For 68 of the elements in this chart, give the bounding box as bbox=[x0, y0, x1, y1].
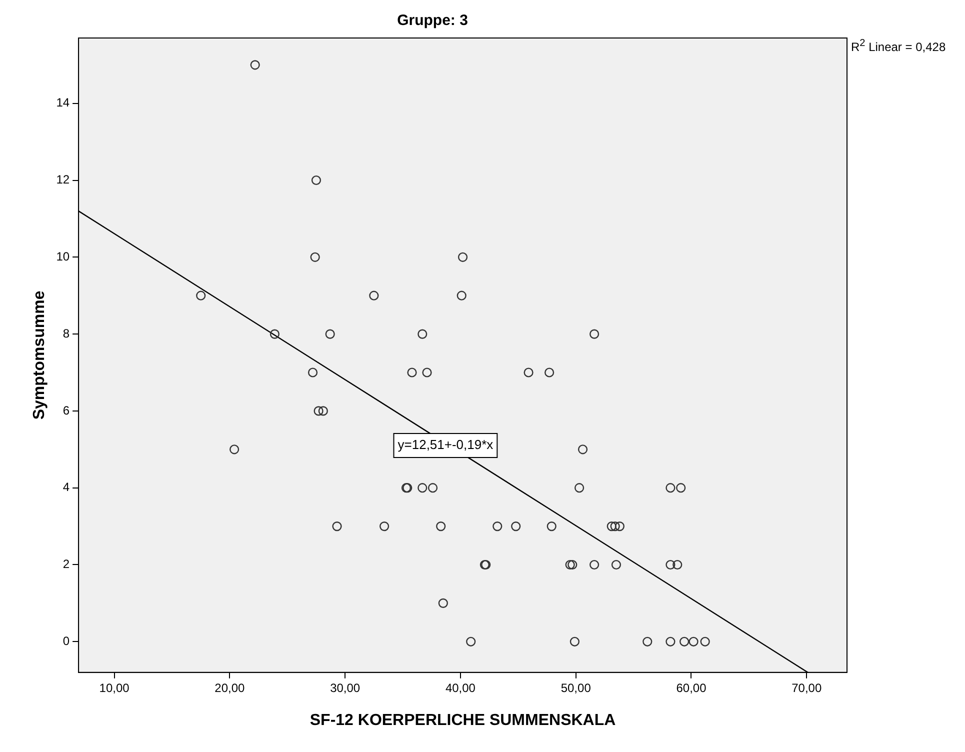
y-tick-label: 6 bbox=[62, 403, 70, 418]
y-tick-label: 2 bbox=[62, 557, 70, 572]
chart-title: Gruppe: 3 bbox=[397, 12, 468, 30]
point bbox=[524, 368, 534, 378]
point bbox=[574, 483, 584, 493]
x-tick-label: 50,00 bbox=[560, 680, 592, 695]
point bbox=[666, 636, 676, 646]
point bbox=[680, 636, 690, 646]
point bbox=[318, 406, 328, 416]
point bbox=[700, 636, 710, 646]
point bbox=[422, 368, 432, 378]
point bbox=[332, 521, 342, 532]
y-tick-label: 4 bbox=[62, 480, 70, 494]
x-tick-label: 10,00 bbox=[99, 680, 130, 695]
point bbox=[456, 290, 466, 300]
point bbox=[314, 406, 324, 416]
point bbox=[590, 329, 600, 339]
point bbox=[407, 368, 417, 378]
point bbox=[250, 60, 260, 70]
y-tick-label: 14 bbox=[56, 96, 70, 110]
point bbox=[436, 521, 446, 532]
point bbox=[310, 252, 320, 262]
point bbox=[325, 329, 335, 339]
point bbox=[590, 560, 600, 570]
x-tick-label: 20,00 bbox=[214, 680, 246, 695]
y-tick-label: 10 bbox=[56, 249, 70, 264]
x-tick-label: 70,00 bbox=[792, 680, 822, 695]
point bbox=[606, 521, 616, 532]
point bbox=[196, 290, 206, 300]
point bbox=[270, 329, 280, 339]
point bbox=[642, 636, 652, 646]
point bbox=[546, 521, 556, 532]
point bbox=[676, 483, 686, 493]
point bbox=[466, 636, 476, 646]
x-tick-label: 60,00 bbox=[676, 680, 707, 695]
point bbox=[688, 636, 698, 646]
x-tick-label: 30,00 bbox=[330, 680, 360, 695]
annotation: y=12,51+-0,19*x bbox=[398, 437, 494, 452]
point bbox=[511, 521, 521, 532]
point bbox=[311, 175, 322, 186]
point bbox=[418, 329, 428, 339]
y-tick-label: 8 bbox=[62, 326, 70, 340]
y-tick-label: 12 bbox=[56, 172, 70, 187]
y-tick-label: 0 bbox=[62, 634, 70, 648]
point bbox=[672, 560, 682, 570]
point bbox=[369, 290, 379, 300]
x-axis-title: SF-12 KOERPERLICHE SUMMENSKALA bbox=[310, 712, 616, 729]
point bbox=[380, 521, 390, 532]
x-tick-label: 40,00 bbox=[445, 680, 476, 695]
point bbox=[666, 483, 676, 493]
text: R$^{2}$ Linear = 0,428 bbox=[851, 38, 946, 54]
point bbox=[611, 560, 622, 570]
point bbox=[458, 252, 468, 262]
point bbox=[428, 483, 438, 493]
point bbox=[610, 521, 620, 532]
y-axis-title: Symptomsumme bbox=[31, 290, 48, 420]
point bbox=[565, 560, 575, 570]
point bbox=[418, 483, 428, 493]
point bbox=[666, 560, 676, 570]
point bbox=[570, 636, 580, 646]
point bbox=[614, 521, 624, 532]
point bbox=[544, 368, 554, 378]
point bbox=[308, 368, 318, 378]
point bbox=[578, 444, 588, 454]
point bbox=[492, 521, 502, 532]
point bbox=[230, 444, 240, 454]
point bbox=[568, 560, 578, 570]
point bbox=[438, 598, 448, 608]
